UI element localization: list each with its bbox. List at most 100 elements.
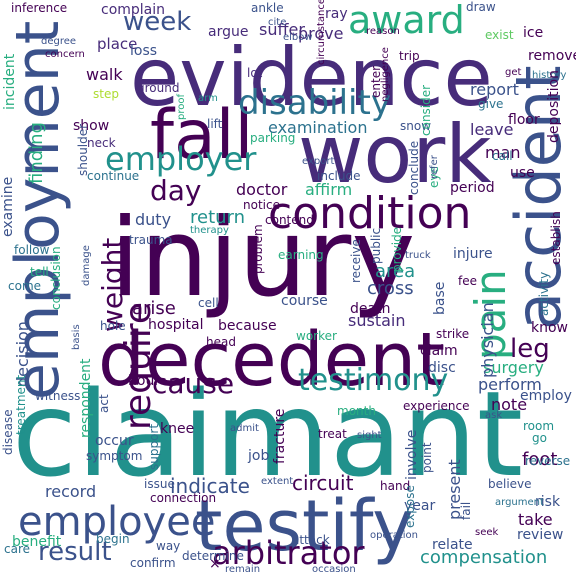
word-take: take [518, 510, 553, 529]
word-begin: begin [96, 532, 130, 546]
word-week: week [123, 7, 191, 37]
word-occasion: occasion [312, 564, 356, 575]
word-follow: follow [14, 243, 50, 257]
word-occur: occur [95, 433, 134, 449]
word-disability: disability [238, 83, 391, 123]
word-man: man [485, 143, 521, 162]
word-hole: hole [100, 319, 126, 333]
word-problem: problem [251, 224, 265, 274]
word-record: record [45, 482, 96, 501]
word-truck: truck [405, 250, 431, 261]
word-support: support [147, 424, 161, 470]
word-reverse: reverse [525, 454, 570, 468]
word-claimant: claimant [12, 365, 523, 503]
word-continue: continue [87, 169, 139, 183]
word-include: include [317, 169, 360, 183]
word-experience: experience [403, 399, 470, 413]
word-cell: cell [198, 296, 219, 310]
word-fail: fail [459, 502, 473, 520]
word-risk: risk [535, 494, 561, 510]
word-know: know [531, 320, 568, 336]
word-arm: arm [198, 93, 218, 104]
word-operation: operation [370, 530, 418, 541]
word-step: step [93, 87, 119, 101]
word-ray: ray [325, 6, 348, 22]
word-ground: ground [137, 81, 179, 95]
word-treat: treat [318, 427, 347, 441]
word-consider: consider [419, 85, 433, 136]
word-ask: ask [485, 410, 502, 421]
word-degree: degree [41, 36, 76, 47]
word-ice: ice [523, 25, 543, 41]
word-symptom: symptom [86, 449, 142, 463]
word-testify: testify [195, 485, 414, 567]
word-use: use [510, 165, 535, 181]
word-fee: fee [458, 274, 477, 288]
word-base: base [432, 282, 448, 315]
word-circuit: circuit [292, 471, 354, 495]
word-indicate: indicate [170, 474, 250, 498]
word-circumstance: circumstance [316, 0, 327, 65]
word-disease: disease [1, 409, 15, 455]
word-month: month [337, 404, 376, 418]
word-head: head [206, 335, 236, 349]
word-ankle: ankle [251, 1, 284, 15]
word-respondent: respondent [78, 358, 94, 438]
word-fracture: fracture [272, 409, 288, 464]
word-testimony: testimony [298, 363, 448, 398]
word-determine: determine [182, 549, 244, 563]
word-symbol: × [209, 556, 221, 572]
word-notice: notice [243, 198, 280, 212]
word-admit: admit [230, 423, 259, 434]
word-proof: proof [176, 94, 187, 120]
word-physician: physician [478, 302, 497, 378]
word-course: course [281, 293, 328, 309]
word-tell: tell [30, 265, 49, 279]
word-elbow: elbow [283, 32, 313, 43]
word-give: give [478, 97, 503, 111]
word-argument: argument [495, 497, 544, 508]
word-point: point [420, 442, 434, 473]
word-note: note [491, 395, 527, 414]
word-report: report [470, 80, 519, 99]
word-award: award [348, 0, 465, 42]
word-show: show [73, 118, 109, 134]
word-affirm: affirm [305, 180, 352, 199]
word-lot: lot [247, 66, 263, 80]
word-lift: lift [207, 117, 223, 131]
word-exist: exist [485, 28, 514, 42]
word-floor: floor [508, 112, 540, 128]
word-employer: employer [105, 140, 257, 178]
word-hour: hour [128, 373, 160, 389]
word-perform: perform [478, 375, 542, 394]
word-basis: basis [71, 324, 82, 350]
word-remain: remain [225, 564, 260, 575]
word-concern: concern [45, 49, 85, 60]
word-fall: fall [150, 96, 253, 175]
word-room: room [523, 419, 554, 433]
word-trauma: trauma [129, 233, 173, 247]
word-draw: draw [466, 0, 496, 14]
word-duty: duty [135, 210, 171, 229]
word-examine: examine [0, 177, 16, 237]
word-compensation: compensation [420, 547, 547, 568]
word-go: go [532, 431, 547, 445]
word-involve: involve [404, 430, 420, 480]
word-sustain: sustain [348, 311, 405, 330]
word-hospital: hospital [148, 317, 203, 333]
word-review: review [517, 527, 563, 543]
word-suffer: suffer [259, 20, 305, 39]
word-damage: damage [81, 245, 92, 286]
word-arise: arise [132, 298, 176, 319]
word-issue: issue [144, 477, 175, 491]
word-injury: injury [110, 196, 415, 321]
word-cause: cause [152, 367, 234, 400]
word-connection: connection [150, 491, 216, 505]
word-pain: pain [466, 269, 515, 360]
word-claim: claim [420, 343, 458, 359]
word-reason: reason [366, 26, 400, 37]
word-accident: accident [502, 66, 575, 331]
word-death: death [350, 301, 390, 317]
word-work: work [298, 108, 492, 201]
word-leg: leg [510, 334, 550, 364]
